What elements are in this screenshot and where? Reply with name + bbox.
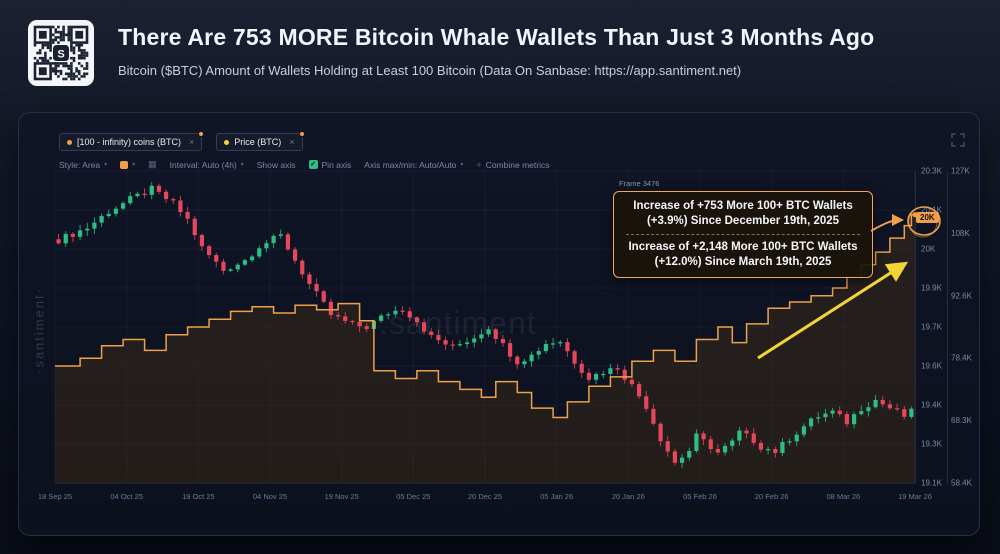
combine-metrics-button[interactable]: + Combine metrics	[476, 160, 549, 170]
svg-text:19.7K: 19.7K	[921, 323, 943, 332]
svg-text:19 Mar 26: 19 Mar 26	[898, 492, 932, 501]
show-axis-label: Show axis	[256, 159, 296, 170]
show-axis-toggle[interactable]: Show axis	[257, 160, 296, 170]
frame-label: Frame 3476	[619, 179, 660, 188]
svg-text:92.6K: 92.6K	[951, 291, 973, 300]
chevron-down-icon: ▾	[104, 162, 108, 168]
svg-text:19.4K: 19.4K	[921, 401, 943, 410]
svg-text:20.3K: 20.3K	[921, 167, 943, 176]
svg-text:19.9K: 19.9K	[921, 284, 943, 293]
metric-pill-wallets[interactable]: [100 - infinity) coins (BTC) ×	[59, 131, 205, 151]
watermark-side: ·santiment·	[31, 286, 47, 375]
checkbox-checked-icon: ✓	[308, 160, 318, 169]
style-select[interactable]: Style: Area ▾	[59, 160, 107, 170]
watermark-center: .santiment	[379, 305, 537, 341]
combine-metrics-label: Combine metrics	[485, 159, 550, 170]
metric-notification-dot	[298, 131, 305, 137]
svg-text:78.4K: 78.4K	[951, 354, 973, 363]
svg-text:19.1K: 19.1K	[921, 479, 943, 488]
remove-metric-icon[interactable]: ×	[289, 137, 295, 147]
chevron-down-icon: ▾	[240, 162, 244, 168]
svg-text:20 Feb 26: 20 Feb 26	[755, 492, 789, 501]
qr-code: S	[28, 20, 94, 86]
chevron-down-icon: ▾	[132, 162, 136, 168]
annotation-line: (+3.9%) Since December 19th, 2025	[646, 215, 840, 227]
color-swatch	[120, 160, 129, 169]
chart-panel: [100 - infinity) coins (BTC) × Price (BT…	[18, 112, 980, 536]
page-title: There Are 753 MORE Bitcoin Whale Wallets…	[118, 24, 875, 50]
pin-axis-checkbox[interactable]: ✓ Pin axis	[308, 159, 352, 170]
svg-text:05 Jan 26: 05 Jan 26	[540, 492, 573, 501]
svg-text:20K: 20K	[921, 245, 936, 254]
annotation-callout: Increase of +753 More 100+ BTC Wallets (…	[613, 191, 873, 278]
svg-text:04 Oct 25: 04 Oct 25	[110, 492, 143, 501]
layout-grid-button[interactable]: ▦	[148, 159, 157, 170]
axis-maxmin-label: Axis max/min: Auto/Auto	[364, 159, 457, 170]
color-select[interactable]: ▾	[120, 160, 136, 169]
metric-pill-price[interactable]: Price (BTC) ×	[216, 131, 305, 151]
axis-maxmin-select[interactable]: Axis max/min: Auto/Auto ▾	[364, 160, 463, 170]
svg-text:19.6K: 19.6K	[921, 362, 943, 371]
style-label: Style: Area	[59, 159, 101, 170]
svg-text:20 Dec 25: 20 Dec 25	[468, 492, 502, 501]
metric-pill-label: [100 - infinity) coins (BTC)	[77, 137, 182, 147]
svg-text:08 Mar 26: 08 Mar 26	[826, 492, 860, 501]
pin-axis-label: Pin axis	[321, 159, 352, 170]
expand-icon[interactable]	[951, 133, 965, 147]
annotation-line: (+12.0%) Since March 19th, 2025	[654, 256, 832, 268]
svg-text:19.3K: 19.3K	[921, 440, 943, 449]
grid-icon: ▦	[148, 159, 157, 169]
chevron-down-icon: ▾	[460, 162, 464, 168]
svg-text:19 Oct 25: 19 Oct 25	[182, 492, 215, 501]
svg-text:108K: 108K	[951, 229, 970, 238]
metric-legend: [100 - infinity) coins (BTC) × Price (BT…	[59, 131, 305, 151]
svg-text:58.4K: 58.4K	[951, 479, 973, 488]
chart-toolbar: Style: Area ▾ ▾ ▦ Interval: Auto (4h) ▾ …	[59, 159, 549, 170]
svg-text:68.3K: 68.3K	[951, 416, 973, 425]
wallets-metric-dot	[67, 139, 72, 145]
svg-text:127K: 127K	[951, 167, 970, 176]
page-subtitle: Bitcoin ($BTC) Amount of Wallets Holding…	[118, 63, 742, 78]
interval-label: Interval: Auto (4h)	[169, 159, 237, 170]
current-value-badge: 20K	[916, 212, 939, 223]
svg-text:05 Dec 25: 05 Dec 25	[396, 492, 430, 501]
svg-text:05 Feb 26: 05 Feb 26	[683, 492, 717, 501]
price-metric-dot	[224, 139, 230, 145]
svg-text:04 Nov 25: 04 Nov 25	[253, 492, 287, 501]
interval-select[interactable]: Interval: Auto (4h) ▾	[170, 160, 244, 170]
svg-text:20 Jan 26: 20 Jan 26	[612, 492, 645, 501]
annotation-line: Increase of +2,148 More 100+ BTC Wallets	[628, 241, 858, 253]
metric-pill-label: Price (BTC)	[234, 137, 282, 147]
plus-icon: +	[476, 159, 482, 170]
svg-text:S: S	[57, 49, 64, 61]
svg-text:18 Sep 25: 18 Sep 25	[39, 492, 72, 501]
remove-metric-icon[interactable]: ×	[189, 137, 195, 147]
annotation-line: Increase of +753 More 100+ BTC Wallets	[633, 200, 853, 212]
svg-text:19 Nov 25: 19 Nov 25	[325, 492, 359, 501]
annotation-divider	[626, 234, 860, 235]
metric-notification-dot	[198, 131, 205, 137]
